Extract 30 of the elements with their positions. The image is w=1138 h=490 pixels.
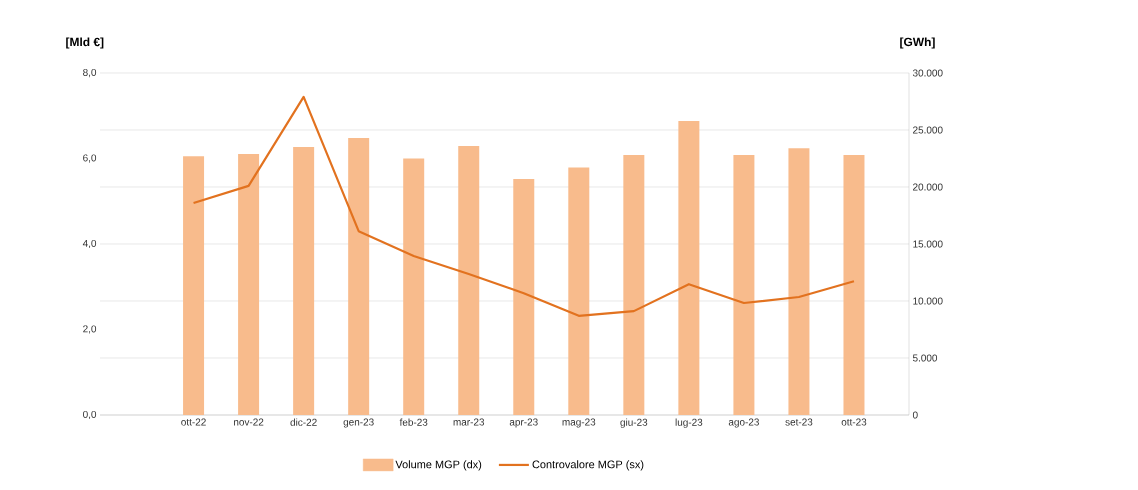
y2-axis-title: [GWh] — [900, 37, 935, 49]
x-tick-label: lug-23 — [675, 418, 703, 428]
y2-tick-label: 15.000 — [913, 240, 943, 248]
x-tick-label: set-23 — [785, 418, 813, 426]
y-tick-label: 6,0 — [83, 154, 97, 163]
y-tick-label: 2,0 — [83, 325, 97, 334]
x-tick-label: gen-23 — [343, 418, 374, 428]
legend-label: Controvalore MGP (sx) — [532, 460, 644, 471]
line-series — [192, 95, 856, 317]
x-tick-label: mar-23 — [453, 418, 485, 426]
legend-label: Volume MGP (dx) — [395, 460, 482, 471]
y2-tick-label: 5.000 — [912, 354, 938, 362]
x-tick-label: dic-22 — [290, 418, 317, 426]
y2-tick-label: 10.000 — [913, 297, 943, 305]
y-tick-label: 0,0 — [83, 410, 97, 420]
x-tick-label: nov-22 — [234, 418, 264, 426]
y2-tick-label: 30.000 — [912, 69, 943, 77]
x-tick-label: ago-23 — [728, 418, 759, 428]
x-tick-label: ott-23 — [841, 418, 867, 426]
x-tick-label: giu-23 — [620, 418, 648, 428]
x-tick-label: feb-23 — [399, 418, 428, 426]
y2-tick-label: 20.000 — [913, 183, 943, 191]
x-tick-label: mag-23 — [562, 418, 596, 428]
y-tick-label: 4,0 — [82, 239, 97, 249]
y2-tick-label: 0 — [912, 411, 918, 419]
x-tick-label: ott-22 — [181, 418, 206, 426]
x-tick-label: apr-23 — [509, 418, 538, 428]
y2-tick-label: 25.000 — [913, 126, 943, 134]
y-tick-label: 8,0 — [83, 68, 97, 78]
y-axis-title: [Mld €] — [66, 37, 104, 49]
